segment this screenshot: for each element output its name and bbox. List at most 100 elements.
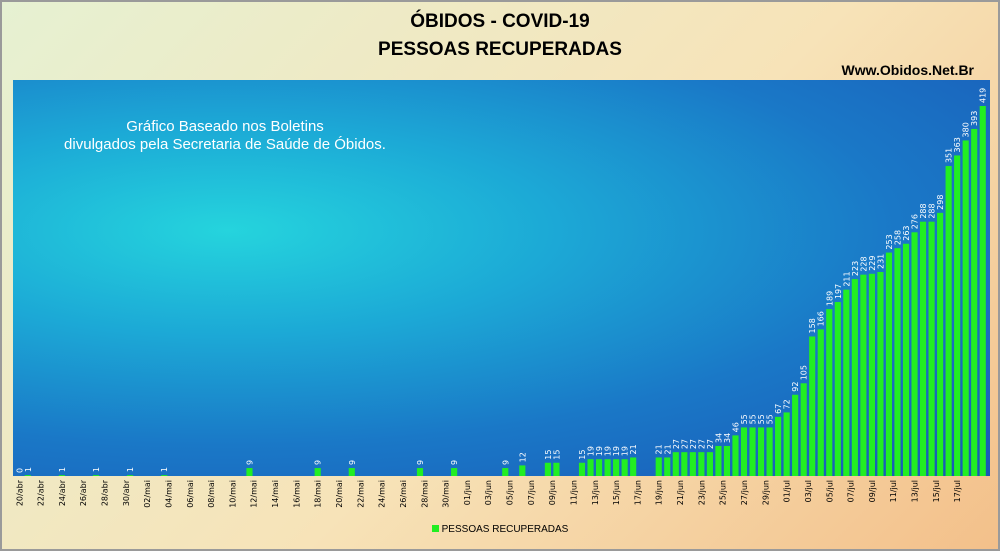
data-label: 55 <box>740 414 749 424</box>
bar <box>749 427 756 476</box>
data-label: 9 <box>501 460 510 465</box>
data-label: 1 <box>58 467 67 472</box>
bar <box>416 468 424 476</box>
bar <box>885 252 893 476</box>
legend: PESSOAS RECUPERADAS <box>0 524 1000 535</box>
bar <box>92 475 100 476</box>
data-label: 351 <box>945 148 954 163</box>
bar <box>809 336 816 476</box>
x-tick-label: 25/jun <box>719 480 728 505</box>
legend-swatch <box>431 525 439 532</box>
x-tick-label: 07/jun <box>527 480 536 505</box>
x-tick-label: 17/jun <box>633 480 642 505</box>
data-label: 92 <box>791 382 800 392</box>
bar <box>894 248 901 476</box>
bar <box>775 416 782 476</box>
data-label: 1 <box>24 467 33 472</box>
bar <box>826 309 833 476</box>
data-label: 253 <box>885 234 894 249</box>
bar <box>24 475 31 476</box>
data-label: 15 <box>544 450 553 460</box>
x-tick-label: 13/jul <box>911 480 920 502</box>
data-label: 380 <box>962 122 971 137</box>
bar <box>544 462 551 476</box>
bar <box>945 166 952 477</box>
bar <box>902 243 910 476</box>
data-label: 276 <box>911 214 920 229</box>
x-tick-label: 23/jun <box>697 480 706 505</box>
x-tick-label: 12/mai <box>250 480 259 508</box>
data-label: 9 <box>245 460 254 465</box>
bar <box>681 452 688 476</box>
legend-label: PESSOAS RECUPERADAS <box>441 524 569 535</box>
bar <box>672 452 679 476</box>
x-tick-label: 08/mai <box>207 480 216 508</box>
data-label: 27 <box>680 439 689 449</box>
data-label: 21 <box>629 444 638 454</box>
x-tick-label: 15/jun <box>612 480 621 505</box>
bar <box>451 468 458 476</box>
bar <box>519 465 526 476</box>
x-tick-label: 01/jul <box>783 480 792 502</box>
data-label: 19 <box>604 446 613 456</box>
data-label: 166 <box>817 311 826 326</box>
data-label: 1 <box>160 467 169 472</box>
x-tick-label: 17/jul <box>953 480 962 502</box>
data-label: 263 <box>902 225 911 240</box>
bar <box>314 468 321 476</box>
bar <box>58 475 65 476</box>
bar <box>851 279 858 476</box>
x-tick-label: 26/abr <box>79 479 88 506</box>
bar <box>604 459 611 476</box>
x-tick-label: 30/mai <box>442 480 451 508</box>
data-label: 34 <box>714 433 723 443</box>
x-tick-label: 21/jun <box>676 480 685 505</box>
bar <box>698 452 705 476</box>
data-label: 9 <box>450 460 459 465</box>
bar <box>740 427 748 476</box>
bar <box>792 394 799 476</box>
data-label: 298 <box>936 195 945 210</box>
bar <box>911 232 918 476</box>
x-tick-label: 03/jun <box>484 480 493 505</box>
data-label: 363 <box>953 137 962 152</box>
data-label: 1 <box>92 467 101 472</box>
annotation-text: Gráfico Baseado nos Boletins divulgados … <box>15 118 435 154</box>
bar <box>954 155 961 476</box>
chart-subtitle: PESSOAS RECUPERADAS <box>378 39 622 60</box>
bar <box>860 274 867 476</box>
data-label: 189 <box>825 291 834 306</box>
bar <box>161 475 168 476</box>
data-label: 72 <box>783 399 792 409</box>
data-label: 288 <box>919 203 928 218</box>
bar <box>715 445 722 476</box>
x-tick-label: 28/mai <box>420 480 429 508</box>
x-tick-label: 09/jun <box>548 480 557 505</box>
bar <box>630 457 637 476</box>
data-label: 228 <box>859 256 868 271</box>
data-label: 258 <box>893 230 902 245</box>
bar <box>817 329 824 476</box>
bar <box>127 475 134 476</box>
bar <box>706 452 713 476</box>
data-label: 55 <box>766 414 775 424</box>
x-tick-label: 04/mai <box>164 480 173 508</box>
bar <box>800 383 807 476</box>
data-label: 1 <box>126 467 135 472</box>
data-label: 12 <box>518 452 527 462</box>
x-tick-label: 03/jul <box>804 480 813 502</box>
bar <box>578 462 586 476</box>
x-tick-label: 18/mai <box>314 480 323 508</box>
x-tick-label: 15/jul <box>932 480 941 502</box>
bar <box>664 457 671 476</box>
bar <box>766 427 773 476</box>
x-tick-label: 11/jul <box>889 480 898 502</box>
data-label: 27 <box>689 439 698 449</box>
bar <box>348 468 355 476</box>
data-label: 9 <box>348 460 357 465</box>
data-label: 211 <box>842 271 851 286</box>
bar <box>843 289 850 476</box>
data-label: 21 <box>655 444 664 454</box>
x-tick-label: 01/jun <box>463 480 472 505</box>
